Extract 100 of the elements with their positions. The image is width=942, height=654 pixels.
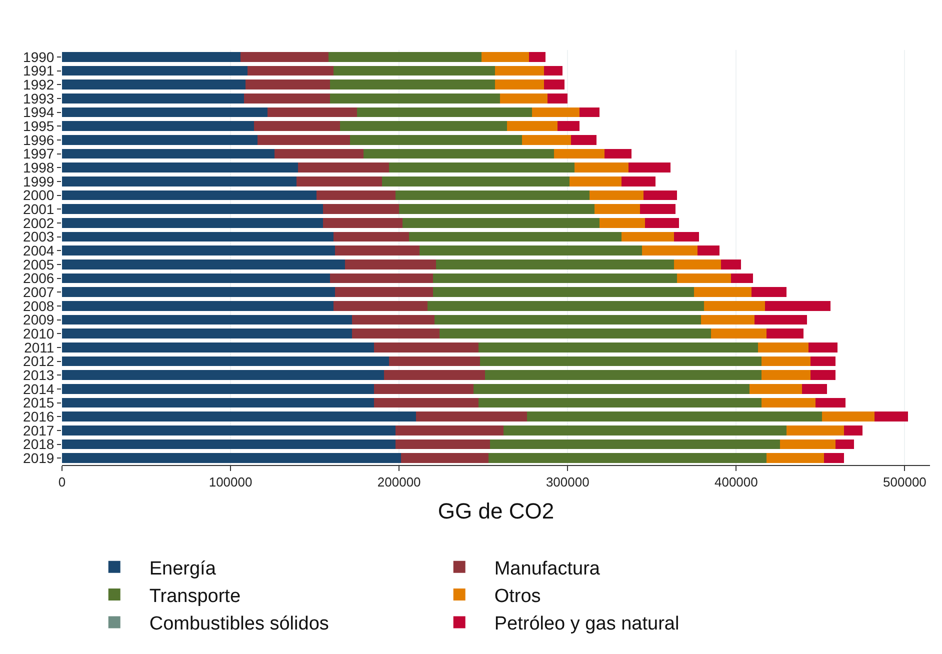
legend-label: Energía [149, 558, 216, 580]
bar [323, 218, 402, 228]
bar [628, 162, 670, 173]
bar [504, 425, 787, 436]
bar [751, 287, 787, 298]
y-tick-label: 1999 [23, 173, 54, 190]
bar [569, 176, 622, 186]
bar [409, 232, 622, 242]
y-tick-label: 1994 [23, 104, 54, 120]
bar [754, 314, 807, 325]
bar [766, 453, 824, 464]
bar [579, 107, 600, 118]
bar [345, 259, 436, 270]
bar [298, 162, 389, 173]
bar [244, 93, 330, 104]
bar [62, 259, 346, 270]
bar [677, 273, 732, 284]
bar [604, 148, 632, 159]
legend-label: Petróleo y gas natural [494, 614, 680, 635]
bar [704, 300, 765, 311]
bar [62, 134, 258, 145]
bar [434, 314, 701, 325]
bar [62, 273, 330, 284]
bar [62, 300, 334, 311]
y-tick-label: 2019 [23, 450, 54, 466]
bar [622, 176, 656, 186]
bar [62, 398, 374, 408]
y-tick-label: 2015 [23, 394, 54, 411]
y-tick-label: 1996 [23, 132, 54, 148]
bar [571, 134, 596, 145]
bar [62, 439, 396, 450]
y-tick-label: 1997 [23, 146, 54, 162]
bar [428, 300, 704, 311]
bar [268, 107, 357, 118]
bar [62, 66, 248, 76]
bar [808, 342, 838, 352]
y-tick-label: 2013 [23, 366, 54, 383]
bar [62, 148, 274, 159]
bar [544, 80, 564, 90]
bar [330, 93, 500, 104]
bar [500, 93, 548, 104]
bar [62, 232, 334, 242]
x-tick-label: 400000 [714, 474, 758, 490]
bar [62, 80, 246, 90]
bar [802, 384, 828, 394]
bar [495, 66, 544, 76]
bar [478, 398, 762, 408]
legend-label: Manufactura [494, 558, 600, 580]
bar [480, 356, 762, 366]
bar [643, 190, 678, 200]
bar [356, 107, 532, 118]
bar [766, 328, 804, 339]
bar [810, 356, 836, 366]
bar [340, 121, 507, 132]
y-tick-label: 2004 [23, 242, 54, 258]
bar [62, 453, 401, 464]
bar [482, 52, 529, 62]
bar [700, 314, 755, 325]
bar [296, 176, 382, 186]
bar [374, 384, 474, 394]
bar [674, 259, 722, 270]
bar [522, 134, 571, 145]
bar [697, 246, 720, 256]
bar [590, 190, 644, 200]
bar [574, 162, 628, 173]
bar [721, 259, 742, 270]
bar [352, 328, 440, 339]
bar [62, 425, 396, 436]
bar [786, 425, 844, 436]
bar [316, 190, 396, 200]
bar [62, 204, 324, 214]
bar [374, 342, 478, 352]
bar [62, 412, 416, 422]
bar [352, 314, 434, 325]
bar [364, 148, 554, 159]
bar [62, 328, 352, 339]
y-tick-label: 2001 [23, 200, 54, 217]
bar [399, 204, 595, 214]
bar [62, 121, 254, 132]
bar [836, 439, 854, 450]
x-tick-label: 500000 [883, 474, 926, 490]
bar [488, 453, 767, 464]
bar [532, 107, 580, 118]
bar [62, 370, 384, 380]
bar [382, 176, 570, 186]
bar [432, 287, 694, 298]
bar [384, 370, 486, 380]
y-tick-label: 1990 [23, 48, 54, 65]
bar [323, 204, 400, 214]
bar [416, 412, 528, 422]
bar [328, 52, 482, 62]
bar [62, 176, 296, 186]
bar [62, 190, 316, 200]
bar [674, 232, 700, 242]
bar [388, 356, 480, 366]
bar [485, 370, 762, 380]
bar [396, 425, 504, 436]
bar [396, 439, 490, 450]
bar [780, 439, 836, 450]
bar [402, 218, 600, 228]
